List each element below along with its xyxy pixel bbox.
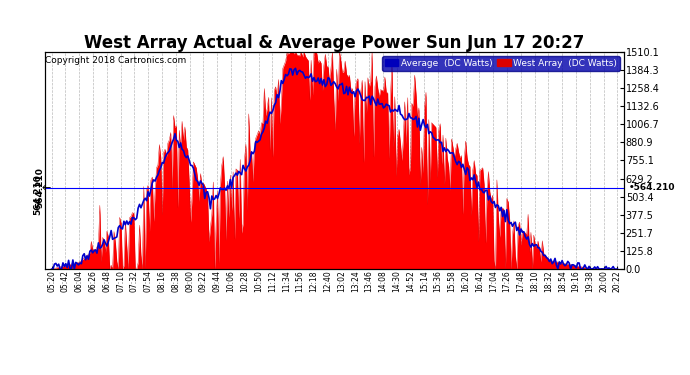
Legend: Average  (DC Watts), West Array  (DC Watts): Average (DC Watts), West Array (DC Watts… bbox=[382, 56, 620, 70]
Text: ←: ← bbox=[42, 183, 51, 193]
Text: 564.210: 564.210 bbox=[36, 168, 45, 208]
Title: West Array Actual & Average Power Sun Jun 17 20:27: West Array Actual & Average Power Sun Ju… bbox=[84, 34, 584, 52]
Text: Copyright 2018 Cartronics.com: Copyright 2018 Cartronics.com bbox=[46, 56, 186, 65]
Text: 564.210: 564.210 bbox=[33, 175, 43, 215]
Text: •564.210: •564.210 bbox=[629, 183, 675, 192]
